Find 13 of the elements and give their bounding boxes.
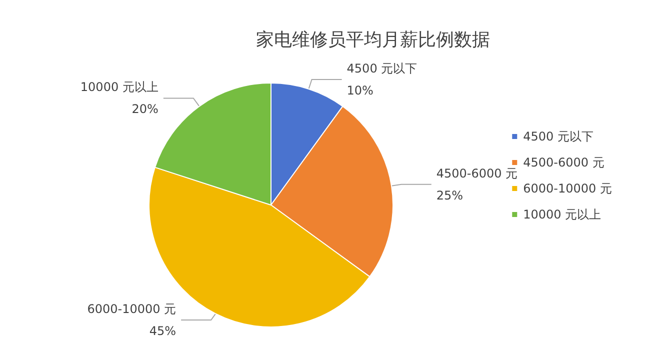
- legend-label: 10000 元以上: [523, 208, 602, 222]
- slice-label: 10000 元以上: [80, 80, 158, 94]
- data-label: 10%: [346, 83, 374, 98]
- legend-label: 4500-6000 元: [523, 156, 604, 170]
- data-label: 45%: [149, 324, 176, 338]
- legend-label: 4500 元以下: [523, 130, 594, 144]
- slice-label: 6000-10000 元: [87, 302, 176, 316]
- slice-label: 4500 元以下: [346, 61, 418, 76]
- legend-label: 6000-10000 元: [523, 182, 612, 196]
- data-label: 20%: [132, 102, 158, 116]
- data-label: 25%: [436, 188, 464, 202]
- chart-title: 家电维修员平均月薪比例数据: [256, 30, 490, 50]
- slice-label: 4500-6000 元: [436, 166, 518, 180]
